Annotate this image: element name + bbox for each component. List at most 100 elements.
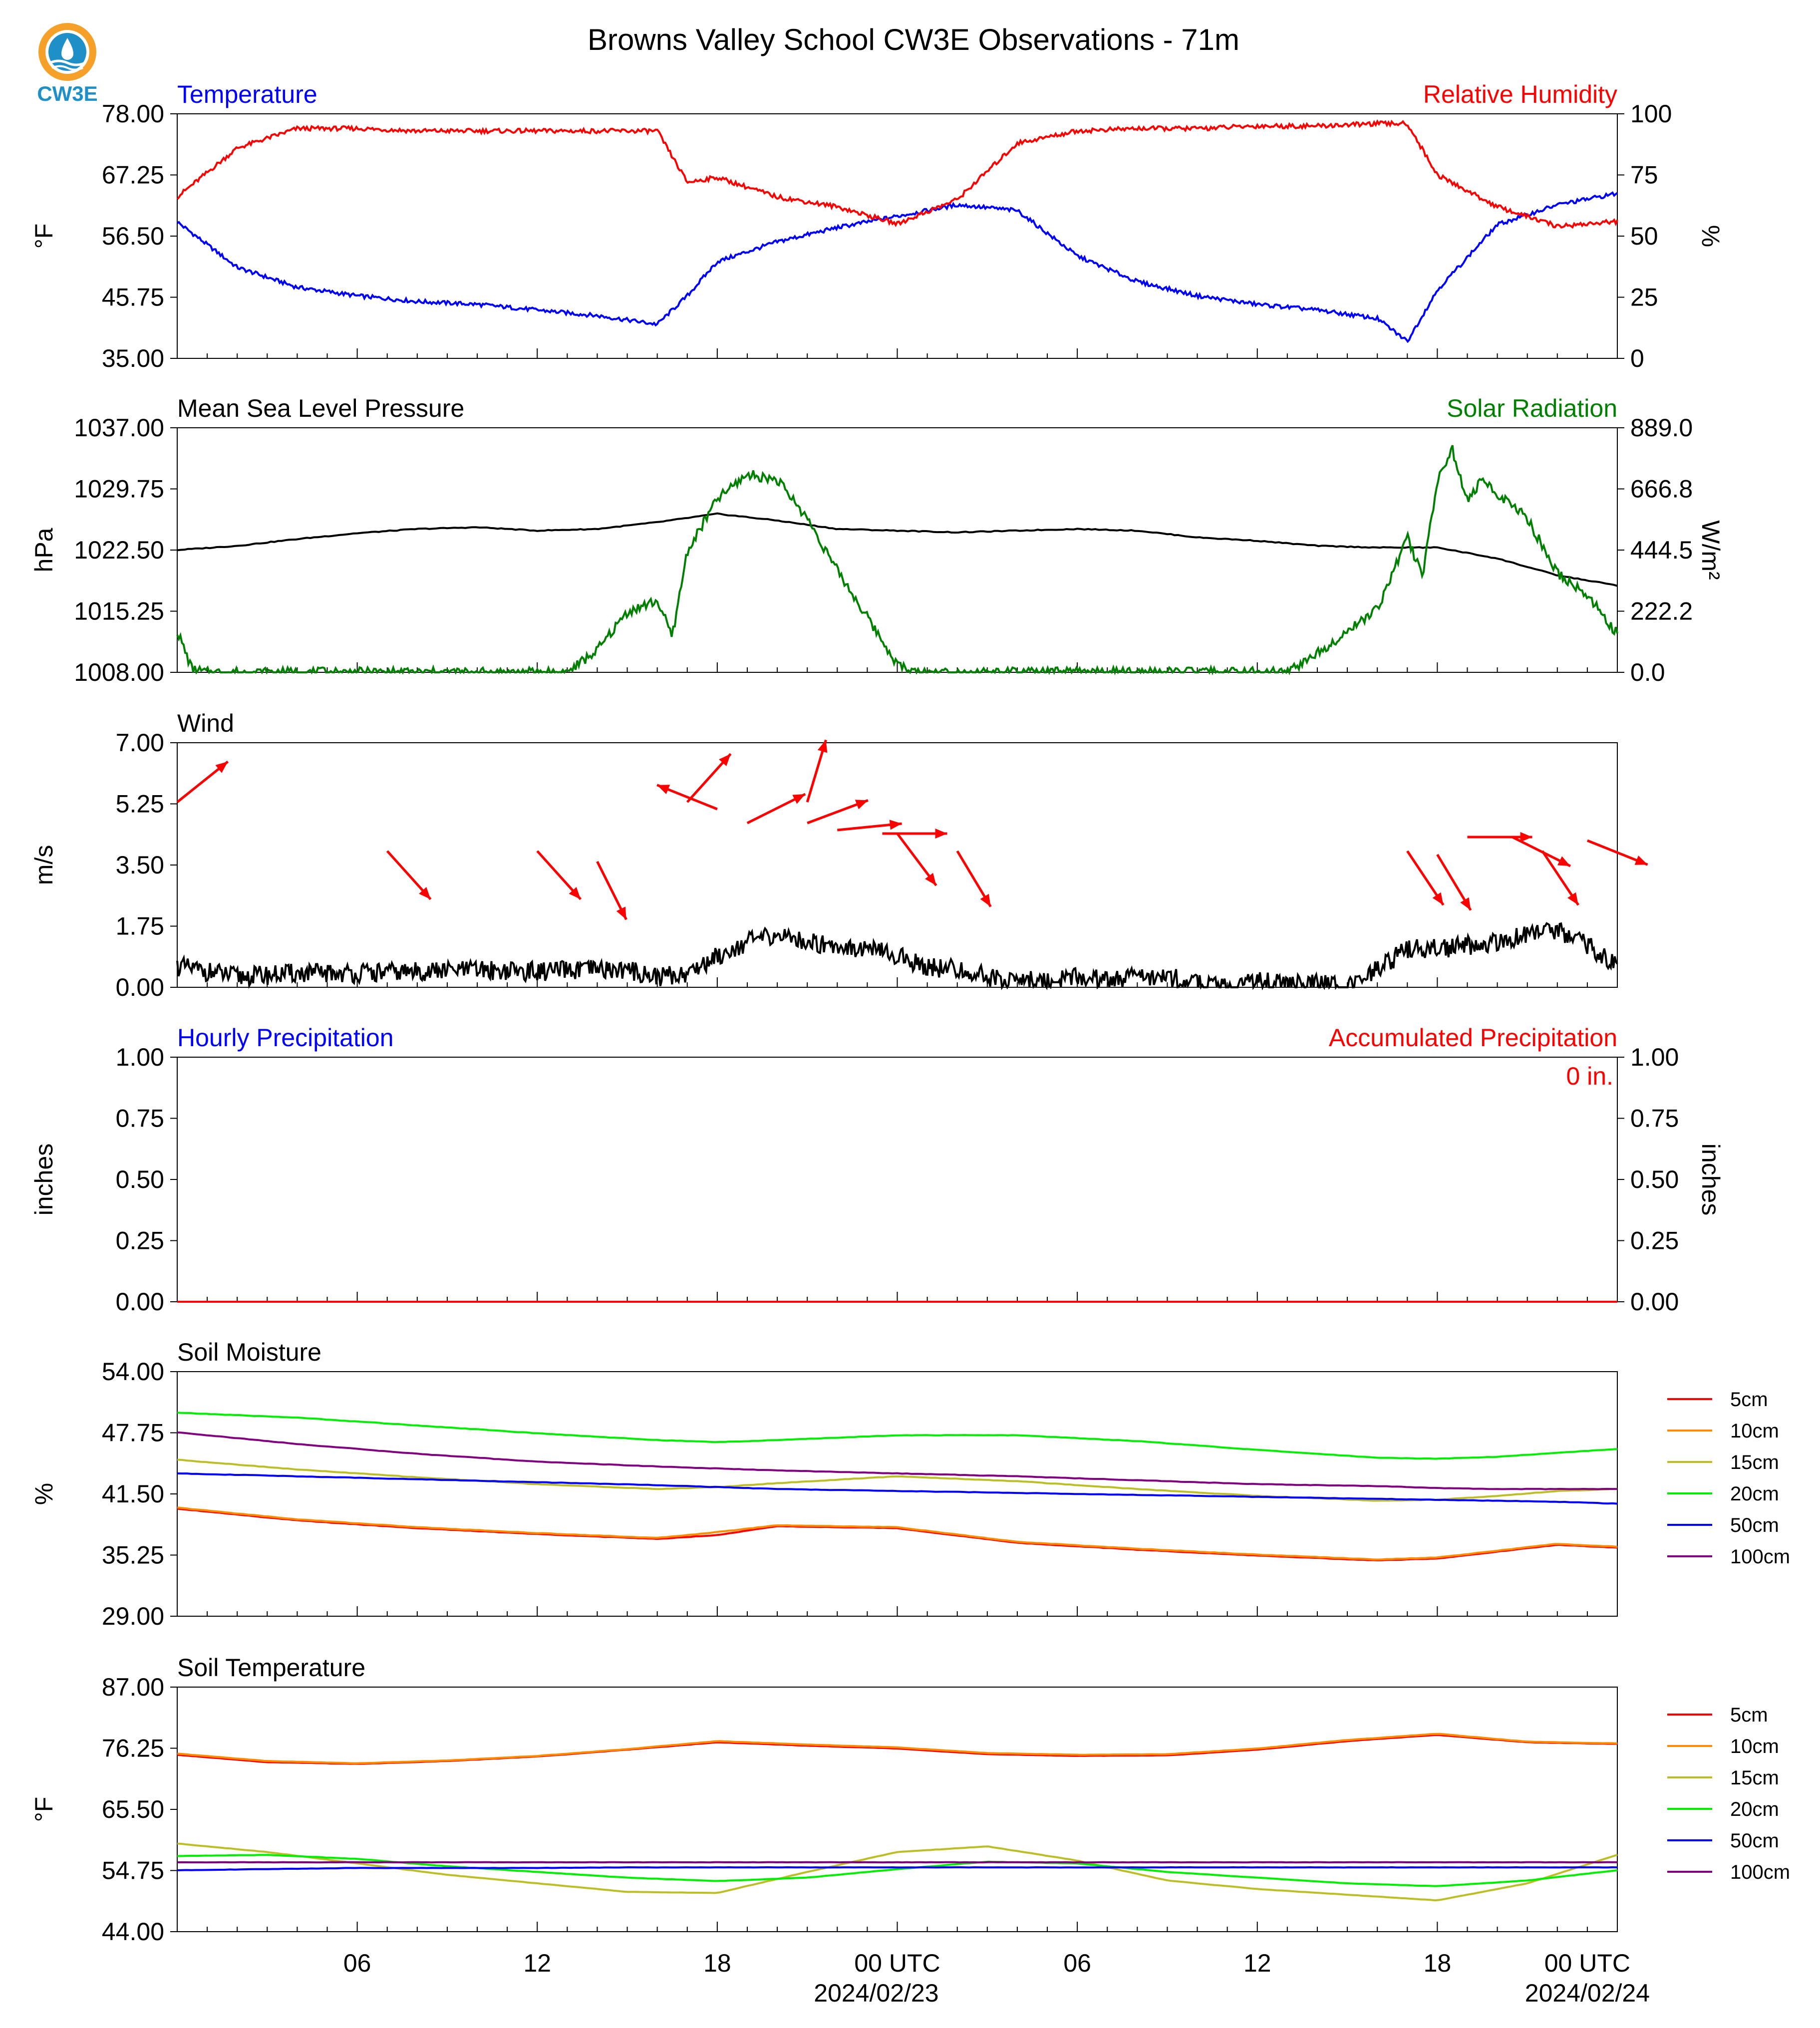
y-tick-label-right: 1.00	[1630, 1043, 1679, 1071]
y-tick-label-right: 666.8	[1630, 475, 1693, 503]
y-tick-label-left: 5.25	[116, 790, 164, 818]
figure-title: Browns Valley School CW3E Observations -…	[588, 23, 1239, 56]
wind-arrow-head	[1460, 897, 1471, 910]
y-tick-label-right: 0.00	[1630, 1288, 1679, 1316]
series-line-relative-humidity	[176, 119, 1618, 229]
x-tick-label: 06	[1063, 1949, 1091, 1977]
y-tick-label-left: 35.00	[102, 344, 164, 372]
wind-arrow-head	[925, 872, 936, 885]
x-date-label: 2024/02/24	[1525, 1979, 1650, 2007]
y-tick-label-right: 889.0	[1630, 414, 1693, 442]
legend-label: 100cm	[1730, 1546, 1790, 1568]
y-tick-label-left: 1.75	[116, 912, 164, 940]
y-tick-label-left: 41.50	[102, 1480, 164, 1508]
logo-text: CW3E	[37, 82, 97, 105]
y-tick-label-right: 25	[1630, 284, 1658, 311]
wind-arrow-head	[1634, 855, 1648, 865]
y-tick-label-left: 0.00	[116, 1288, 164, 1316]
x-tick-label: 12	[1243, 1949, 1271, 1977]
y-axis-label-left: hPa	[30, 528, 58, 572]
wind-arrow-head	[657, 785, 670, 795]
y-tick-label-left: 56.50	[102, 222, 164, 250]
y-tick-label-left: 54.75	[102, 1857, 164, 1885]
y-tick-label-right: 0.75	[1630, 1105, 1679, 1133]
y-tick-label-left: 1015.25	[74, 597, 164, 625]
series-line-5cm	[177, 1734, 1618, 1765]
panel-title-right: Relative Humidity	[1423, 80, 1617, 108]
y-tick-label-left: 0.75	[116, 1105, 164, 1133]
series-line-50cm	[177, 1866, 1618, 1871]
x-tick-label: 00 UTC	[854, 1949, 940, 1977]
plot-frame	[177, 1687, 1618, 1932]
y-tick-label-left: 44.00	[102, 1918, 164, 1946]
y-axis-label-left: °F	[30, 224, 58, 249]
legend-label: 15cm	[1730, 1767, 1779, 1789]
panel-6: Soil Temperature 87.00 76.25 65.50 54.75 44.0…	[30, 1654, 1790, 1946]
series-line-mean-sea-level-pressure	[177, 512, 1618, 587]
y-axis-label-left: m/s	[30, 845, 58, 885]
y-tick-label-right: 0.0	[1630, 658, 1665, 686]
y-tick-label-left: 1037.00	[74, 414, 164, 442]
y-axis-label-left: °F	[30, 1797, 58, 1822]
legend-label: 50cm	[1730, 1830, 1779, 1852]
y-tick-label-left: 1.00	[116, 1043, 164, 1071]
plot-frame	[177, 1371, 1618, 1617]
wind-arrow-head	[980, 893, 991, 907]
series-line-20cm	[177, 1412, 1618, 1460]
y-axis-label-left: %	[30, 1483, 58, 1505]
y-tick-label-right: 444.5	[1630, 536, 1693, 564]
panel-title-left: Soil Temperature	[177, 1654, 365, 1682]
wind-arrow-head	[855, 800, 868, 810]
y-tick-label-left: 78.00	[102, 100, 164, 128]
y-tick-label-right: 0.25	[1630, 1227, 1679, 1255]
series-line-5cm	[177, 1507, 1618, 1562]
series-line-15cm	[177, 1458, 1618, 1502]
legend-label: 10cm	[1730, 1420, 1779, 1442]
y-tick-label-right: 100	[1630, 100, 1672, 128]
legend-label: 15cm	[1730, 1451, 1779, 1473]
legend-label: 5cm	[1730, 1704, 1768, 1726]
y-tick-label-left: 29.00	[102, 1602, 164, 1630]
wind-arrow-head	[1567, 892, 1578, 905]
series-line-solar-radiation	[176, 445, 1618, 676]
y-tick-label-left: 1029.75	[74, 475, 164, 503]
y-tick-label-left: 47.75	[102, 1419, 164, 1447]
plot-frame	[177, 113, 1618, 359]
accumulated-total: 0 in.	[1566, 1062, 1613, 1090]
panel-title-left: Temperature	[177, 80, 317, 108]
y-tick-label-left: 7.00	[116, 729, 164, 757]
x-date-label: 2024/02/23	[814, 1979, 938, 2007]
plot-frame	[177, 1057, 1618, 1302]
y-axis-label-right: inches	[1697, 1144, 1725, 1216]
y-tick-label-left: 0.50	[116, 1165, 164, 1193]
panel-1: Temperature Relative Humidity 78.00 67.25 56…	[30, 80, 1725, 372]
panel-title-right: Accumulated Precipitation	[1329, 1024, 1617, 1052]
y-tick-label-right: 75	[1630, 161, 1658, 189]
legend-label: 5cm	[1730, 1389, 1768, 1411]
panel-title-left: Soil Moisture	[177, 1338, 321, 1366]
panel-title-left: Hourly Precipitation	[177, 1024, 394, 1052]
legend: 5cm 10cm 15cm 20cm 50cm 100cm	[1667, 1704, 1790, 1883]
panel-title-right: Solar Radiation	[1447, 394, 1617, 422]
y-tick-label-left: 76.25	[102, 1735, 164, 1762]
y-tick-label-left: 0.00	[116, 973, 164, 1001]
series-line-20cm	[177, 1854, 1618, 1887]
wind-arrow-head	[419, 887, 431, 899]
series-line-100cm	[177, 1861, 1617, 1864]
panel-4: Hourly Precipitation Accumulated Precipit…	[30, 1024, 1725, 1316]
y-tick-label-left: 87.00	[102, 1673, 164, 1701]
x-tick-label: 00 UTC	[1544, 1949, 1630, 1977]
panel-title-left: Mean Sea Level Pressure	[177, 394, 464, 422]
cw3e-logo: CW3E	[37, 23, 98, 105]
y-tick-label-left: 67.25	[102, 161, 164, 189]
series-line-10cm	[177, 1733, 1618, 1764]
wind-arrow-head	[569, 887, 581, 899]
y-tick-label-left: 65.50	[102, 1795, 164, 1823]
series-line-temperature	[176, 191, 1618, 343]
wind-arrow-head	[616, 906, 626, 920]
panel-5: Soil Moisture 54.00 47.75 41.50 35.25 29.00% 5…	[30, 1338, 1790, 1630]
series-line-50cm	[177, 1472, 1618, 1505]
wind-arrow-head	[889, 820, 902, 830]
panel-3: Wind 7.00 5.25 3.50 1.75 0.00 m/s	[30, 709, 1648, 1001]
